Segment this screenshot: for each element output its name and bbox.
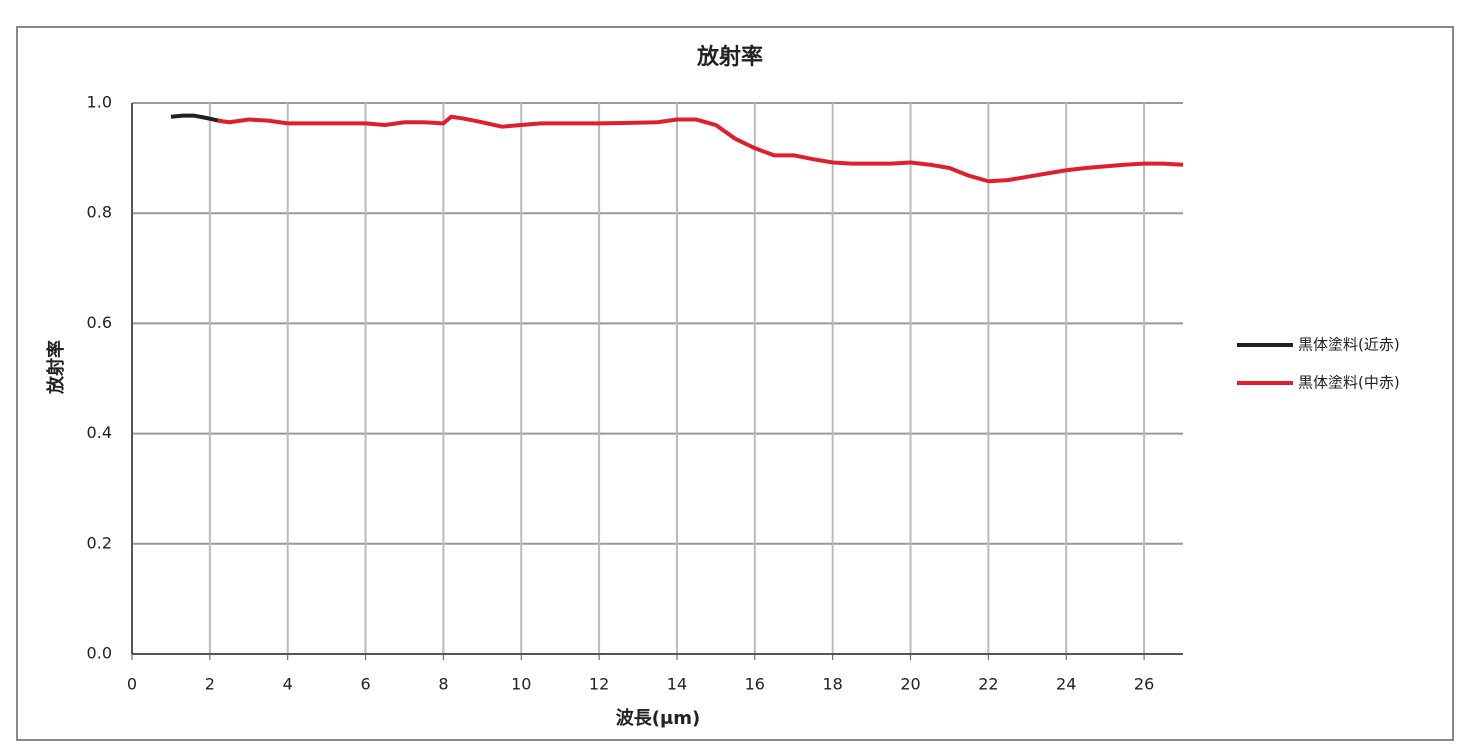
chart-title: 放射率 bbox=[696, 44, 763, 70]
y-tick-label: 0.8 bbox=[87, 203, 112, 222]
x-tick-label: 8 bbox=[438, 675, 448, 694]
y-tick-label: 0.2 bbox=[87, 533, 112, 552]
y-tick-label: 0.6 bbox=[87, 313, 112, 332]
x-tick-label: 0 bbox=[127, 675, 137, 694]
x-tick-label: 4 bbox=[283, 675, 293, 694]
x-axis-label: 波長(μm) bbox=[616, 707, 700, 729]
x-tick-label: 26 bbox=[1134, 675, 1154, 694]
x-tick-label: 16 bbox=[745, 675, 765, 694]
legend-text: 黒体塗料(近赤) bbox=[1298, 336, 1400, 354]
y-tick-label: 1.0 bbox=[87, 93, 112, 112]
x-tick-label: 6 bbox=[360, 675, 370, 694]
y-tick-label: 0.4 bbox=[87, 423, 112, 442]
x-tick-label: 20 bbox=[900, 675, 920, 694]
chart-border bbox=[16, 26, 1454, 741]
x-tick-label: 18 bbox=[822, 675, 842, 694]
x-tick-label: 24 bbox=[1056, 675, 1076, 694]
data-line bbox=[170, 113, 222, 124]
y-tick-label: 0.0 bbox=[87, 644, 112, 663]
data-line bbox=[217, 114, 1184, 184]
x-tick-label: 22 bbox=[978, 675, 998, 694]
x-tick-label: 12 bbox=[589, 675, 609, 694]
x-tick-label: 10 bbox=[511, 675, 531, 694]
x-tick-label: 14 bbox=[667, 675, 687, 694]
y-axis-label: 放射率 bbox=[45, 340, 67, 395]
x-tick-label: 2 bbox=[205, 675, 215, 694]
legend-text: 黒体塗料(中赤) bbox=[1298, 374, 1400, 392]
